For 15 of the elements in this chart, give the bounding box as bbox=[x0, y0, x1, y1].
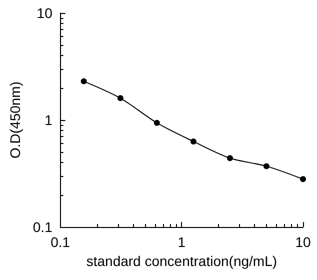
y-tick-label: 10 bbox=[36, 5, 53, 21]
x-axis-title: standard concentration(ng/mL) bbox=[86, 252, 278, 269]
point bbox=[154, 120, 160, 126]
y-tick-label: 0.1 bbox=[32, 219, 53, 235]
point bbox=[300, 176, 306, 182]
y-tick-label: 1 bbox=[44, 112, 53, 128]
y-axis-title: O.D(450nm) bbox=[7, 81, 23, 159]
point bbox=[80, 78, 87, 84]
point bbox=[117, 95, 124, 102]
x-tick-label: 0.1 bbox=[50, 234, 70, 250]
x-tick-label: 1 bbox=[178, 234, 186, 250]
point bbox=[190, 138, 196, 144]
point bbox=[263, 163, 270, 170]
point bbox=[226, 155, 233, 162]
x-tick-label: 10 bbox=[295, 234, 311, 250]
